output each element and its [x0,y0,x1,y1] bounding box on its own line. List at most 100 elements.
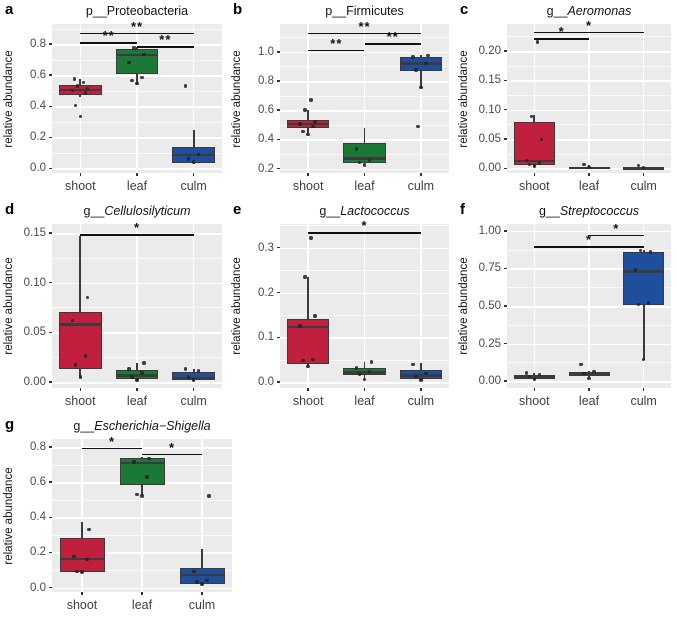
median-line-shoot [513,159,555,162]
jitter-point [641,357,646,362]
ytick-mark [277,138,280,141]
title-rank-prefix: p__ [325,4,347,18]
panel-title: g__Streptococcus [507,204,671,218]
xtick-mark [81,592,83,595]
panel-letter-g: g [5,416,15,433]
ytick-label: 0.2 [258,286,274,299]
median-line-shoot [59,557,105,561]
jitter-point [309,98,313,102]
jitter-point [306,132,310,136]
significance-label: ** [330,35,343,51]
box-shoot [59,537,105,572]
ytick-label: 0.6 [30,476,46,489]
whisker-upper-shoot [533,372,536,375]
median-line-culm [399,62,442,65]
ytick-mark [49,167,52,170]
ytick-label: 0.1 [258,331,274,344]
gridline-vertical [588,224,590,388]
significance-bracket [80,233,194,236]
gridline-vertical [533,24,536,173]
jitter-point [196,152,201,157]
jitter-point [537,372,542,377]
whisker-upper-shoot [79,235,82,313]
jitter-point [195,580,199,584]
panel-c: c g__Aeromonas relative abundance * * 0.00 0.0… [455,0,677,200]
ytick-mark [49,281,52,284]
jitter-point [535,40,540,44]
whisker-upper-culm [192,130,195,148]
xtick-label-shoot: shoot [292,394,324,408]
jitter-point [527,375,532,379]
ytick-mark [504,305,507,307]
jitter-point [582,162,586,166]
jitter-point [301,129,305,134]
ytick-mark [49,481,52,483]
ytick-mark [49,105,52,107]
plot-area: * * [52,435,232,592]
whisker-upper-leaf [363,127,366,144]
ytick-label: 0.4 [258,133,274,146]
panel-letter-d: d [5,201,15,218]
xtick-mark [642,388,645,391]
jitter-point [83,354,88,358]
ytick-mark [277,291,280,294]
jitter-point [191,378,196,382]
gridline-vertical [533,224,536,388]
jitter-point [648,250,653,254]
significance-label: * [613,220,620,236]
xtick-label-shoot: shoot [65,394,96,408]
panel-letter-b: b [233,1,243,18]
xtick-mark [136,173,138,176]
jitter-point [579,362,583,367]
jitter-point [87,527,91,531]
panel-letter-f: f [460,201,465,218]
significance-label: * [108,433,116,449]
gridline-vertical [307,24,309,173]
y-axis-label-wrap: relative abundance [2,224,16,388]
ytick-mark [49,381,52,383]
xtick-mark [363,173,366,176]
jitter-point [532,377,537,381]
gridline-vertical [363,24,366,173]
significance-bracket [80,32,194,35]
whisker-upper-culm [642,249,645,252]
ytick-mark [504,108,507,111]
xtick-label-leaf: leaf [354,394,375,408]
ytick-label: 0.15 [478,74,501,87]
ytick-mark [504,342,507,345]
box-culm [399,369,442,379]
jitter-point [416,124,420,128]
jitter-point [414,68,418,72]
jitter-point [85,295,90,300]
title-taxon: Cellulosilyticum [104,204,191,218]
jitter-point [362,377,367,382]
whisker-upper-shoot [81,521,83,538]
jitter-point [73,363,78,367]
median-line-leaf [343,371,386,374]
jitter-point [142,361,146,365]
jitter-point [200,582,204,586]
ytick-label: 1.0 [258,45,274,58]
significance-label: ** [358,18,371,34]
whisker-lower-culm [419,71,422,88]
ytick-mark [504,167,507,170]
xtick-label-leaf: leaf [354,179,375,193]
ytick-mark [504,138,507,140]
xtick-label-leaf: leaf [578,179,600,193]
whisker-upper-leaf [136,363,138,371]
xtick-mark [79,388,82,391]
ytick-label: 0.05 [23,326,46,339]
jitter-point [140,75,144,80]
title-rank-prefix: p__ [85,4,107,18]
xtick-mark [201,592,203,595]
jitter-point [140,371,144,375]
whisker-upper-culm [419,363,422,370]
significance-bracket [534,31,644,34]
significance-bracket [142,453,202,456]
ytick-label: 0.0 [258,376,274,389]
ytick-label: 0.00 [478,375,501,388]
jitter-point [301,358,305,363]
xtick-label-leaf: leaf [126,394,148,408]
gridline-vertical [363,224,366,388]
